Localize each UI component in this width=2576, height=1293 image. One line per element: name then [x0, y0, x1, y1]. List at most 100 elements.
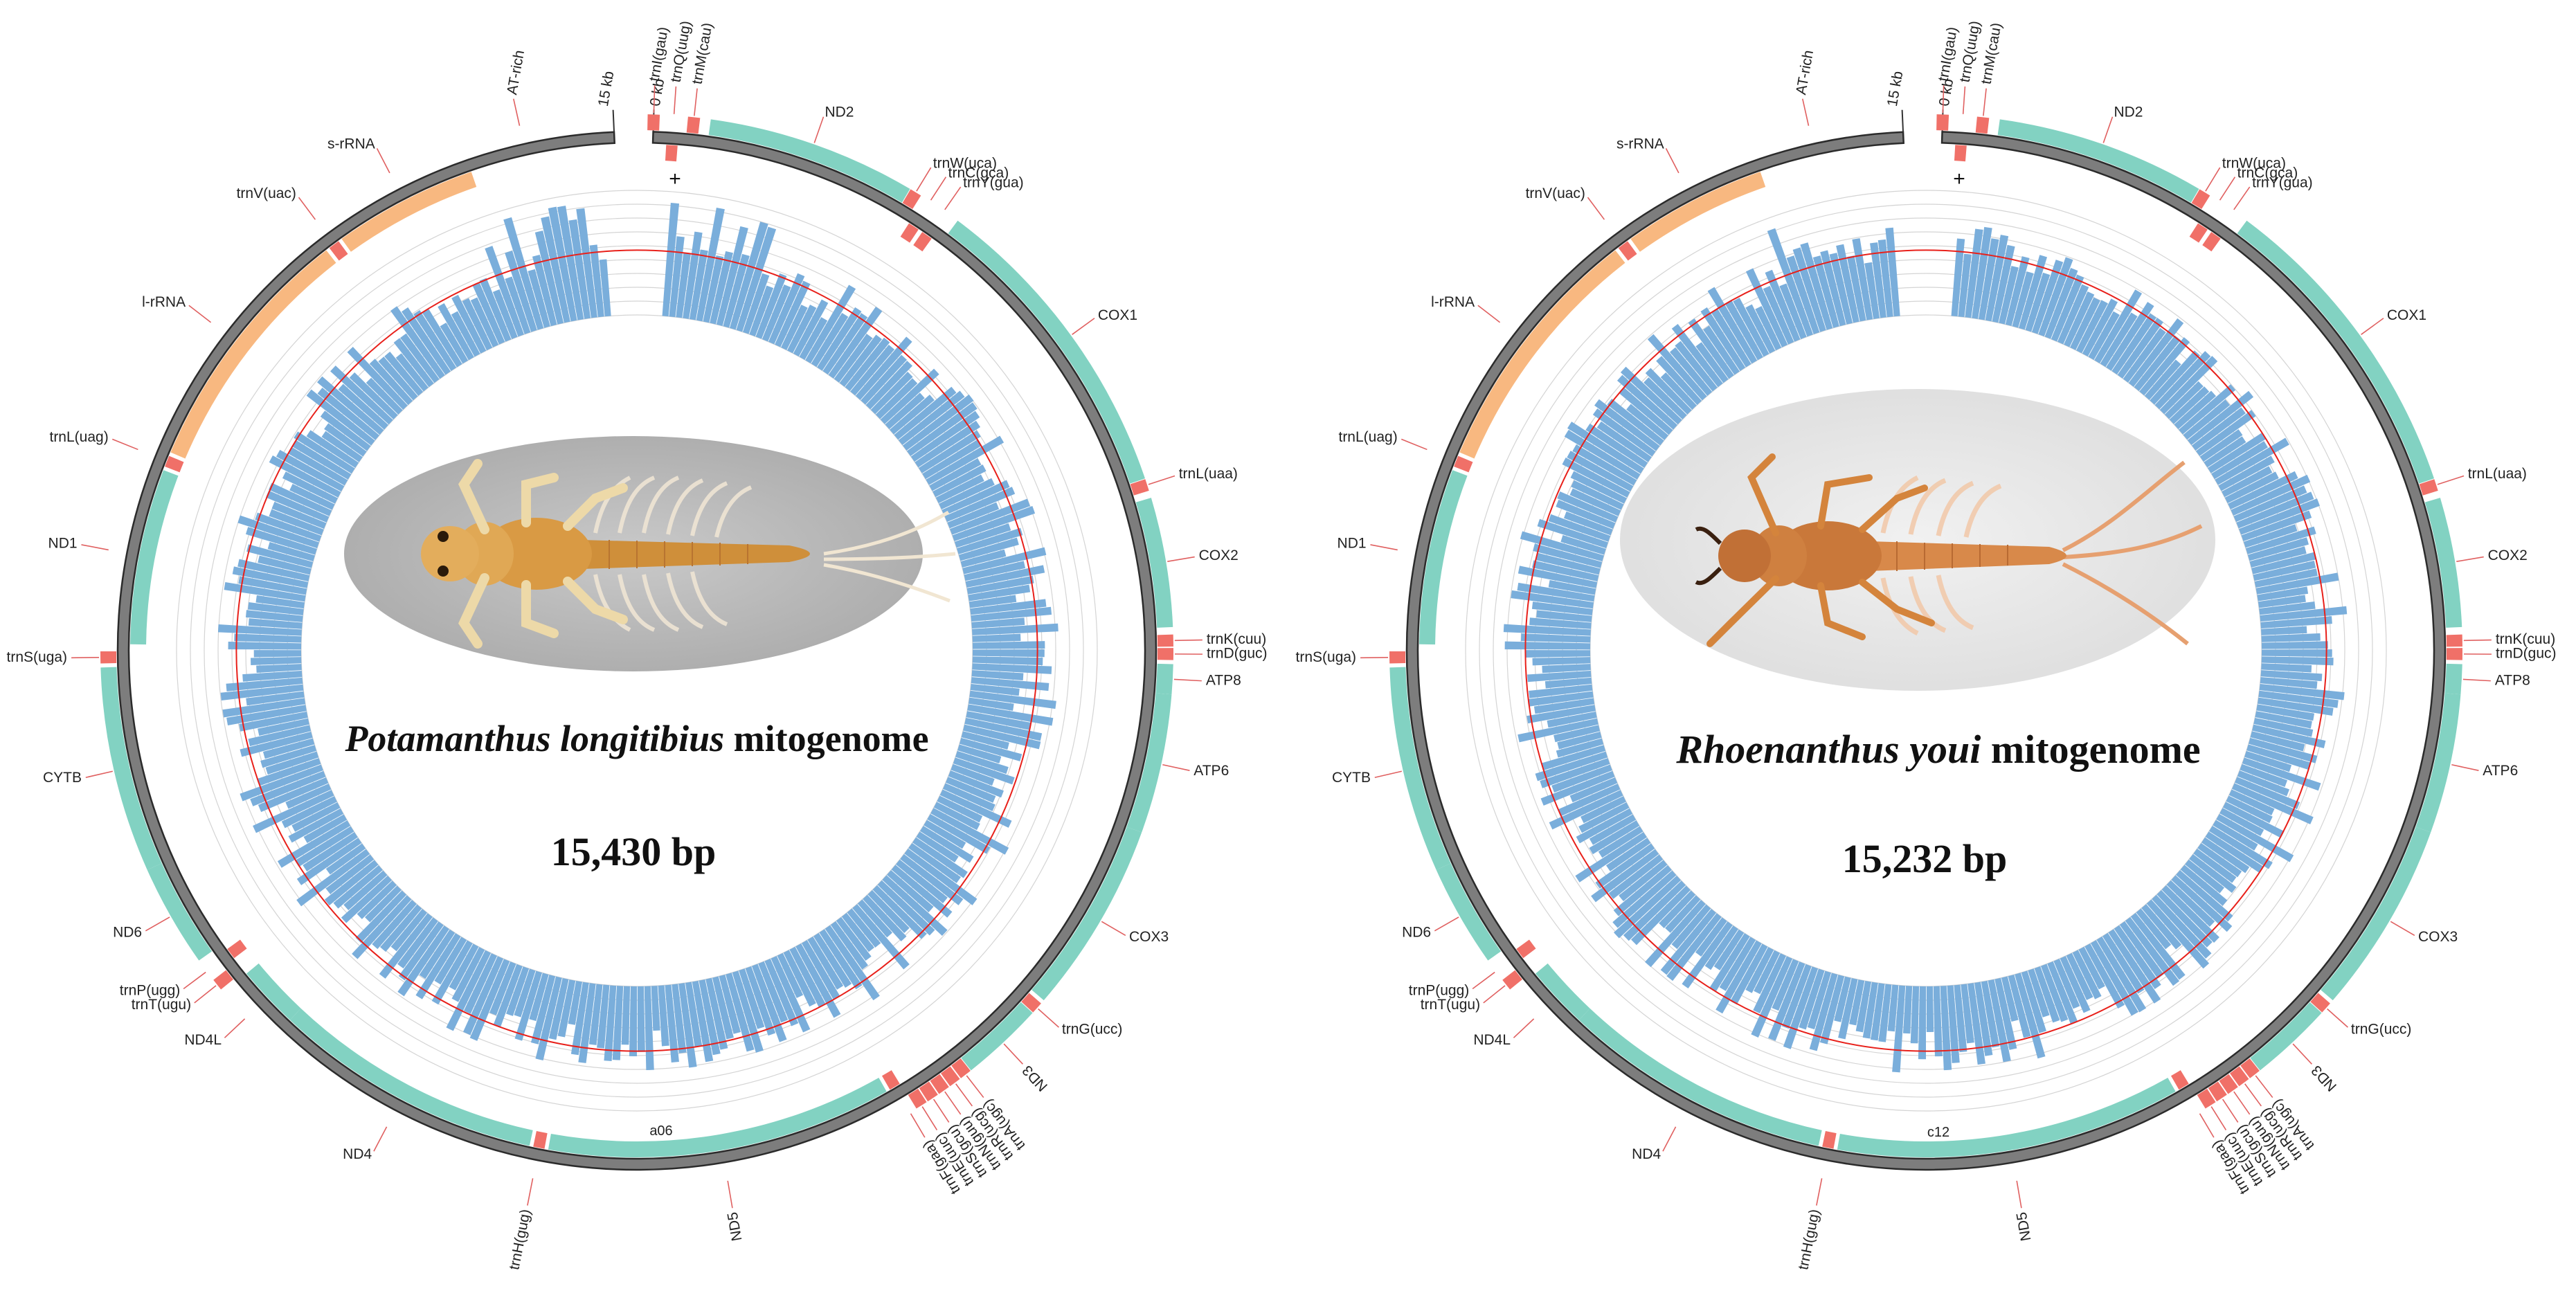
gc-bar — [1719, 937, 1756, 991]
gc-bar — [2161, 885, 2219, 943]
gc-bar — [755, 273, 787, 339]
gc-bar — [285, 784, 332, 809]
gene-trna — [2229, 1066, 2249, 1087]
gc-bar — [548, 977, 569, 1040]
gc-bar — [2260, 677, 2318, 689]
gc-bar — [253, 650, 302, 658]
gc-bar — [964, 561, 1026, 581]
gene-trna — [2189, 223, 2208, 243]
gene-pcg — [2415, 693, 2461, 833]
gc-bar — [2038, 257, 2073, 337]
gc-bar — [1988, 979, 2011, 1063]
label-leader — [2463, 639, 2492, 642]
gene-trna — [1975, 116, 1990, 134]
gene-trna — [1502, 970, 1522, 990]
gc-bar — [440, 323, 469, 364]
gc-bar — [1544, 677, 1592, 689]
gene-label: ND1 — [48, 535, 78, 551]
gene-pcg — [1032, 826, 1142, 1001]
gc-bar — [2189, 853, 2237, 893]
gc-bar — [2260, 626, 2307, 635]
gene-trna — [1936, 114, 1949, 131]
gc-bar — [1605, 838, 1651, 871]
gc-bar — [604, 985, 617, 1062]
label-leader — [1038, 1008, 1059, 1028]
gc-bar — [1799, 968, 1825, 1030]
gc-bar — [2111, 313, 2156, 375]
gc-bar — [877, 880, 935, 936]
gc-bar — [2125, 916, 2180, 986]
gene-label: ND3 — [2308, 1063, 2339, 1094]
gc-bar — [240, 732, 313, 757]
gc-bar — [2250, 731, 2305, 752]
gene-tracks — [100, 109, 1173, 1171]
gc-bar — [861, 354, 908, 405]
gc-bar — [415, 933, 461, 1000]
label-leader — [1483, 985, 1506, 1004]
gene-label: trnK(cuu) — [1207, 631, 1266, 647]
gc-bar — [1918, 986, 1926, 1060]
label-leader — [2437, 475, 2465, 485]
gene-trna — [2240, 1058, 2260, 1078]
gc-bar — [514, 970, 543, 1041]
label-leader — [930, 177, 947, 201]
species-name-right: Rhoenanthus youi — [1675, 727, 1981, 772]
gc-bar — [2191, 407, 2246, 451]
gene-label: ND5 — [725, 1211, 746, 1242]
gc-bar — [1877, 239, 1893, 318]
gene-trna — [919, 1081, 938, 1102]
gc-bar — [954, 523, 1011, 548]
gc-bar — [1849, 979, 1865, 1026]
gc-bar — [764, 959, 799, 1027]
label-leader — [298, 197, 316, 220]
gc-bar — [900, 853, 964, 905]
gc-bar — [2253, 717, 2314, 737]
label-leader — [2390, 921, 2415, 937]
gc-bar — [1535, 552, 1601, 575]
gene-pcg — [1155, 663, 1173, 695]
gc-bar — [2253, 560, 2316, 581]
gene-trna — [329, 241, 348, 261]
gc-bar — [1626, 404, 1668, 440]
gc-bar — [1974, 982, 1993, 1056]
gc-bar — [470, 297, 499, 347]
gc-bar — [672, 984, 687, 1054]
gc-bar — [1700, 307, 1746, 372]
label-leader — [2451, 763, 2479, 771]
gc-bar — [855, 336, 912, 400]
gc-bar — [1765, 269, 1801, 342]
gc-bar — [2233, 485, 2307, 523]
gc-bar — [919, 825, 974, 863]
gc-bar — [246, 544, 314, 568]
gc-bar — [875, 378, 918, 419]
gc-bar — [1529, 617, 1592, 629]
gc-bar — [749, 285, 774, 337]
gc-bar — [1578, 802, 1630, 833]
gc-bar — [736, 226, 777, 332]
gc-bar — [2018, 255, 2048, 330]
gc-bar — [1619, 387, 1673, 435]
label-leader — [1816, 1178, 1823, 1206]
gc-bar — [1575, 832, 1647, 883]
gc-bar — [246, 691, 305, 706]
gc-bar — [781, 305, 808, 350]
gene-pcg — [2424, 498, 2462, 628]
gc-bar — [696, 208, 725, 322]
gc-bar — [1703, 325, 1740, 375]
gc-bar — [1665, 895, 1701, 933]
gc-bar — [505, 251, 537, 332]
gc-bar — [1753, 953, 1787, 1014]
gc-bar — [296, 849, 370, 907]
label-leader — [2219, 177, 2236, 201]
gene-trna — [2191, 189, 2210, 210]
gc-bar — [248, 725, 312, 747]
gc-bar — [799, 317, 828, 360]
gc-bar — [789, 946, 826, 1007]
gc-bar — [395, 353, 429, 392]
gc-bar — [303, 832, 358, 871]
gc-bar — [234, 633, 302, 643]
gc-bar — [267, 542, 315, 562]
gene-trna — [1454, 455, 1473, 473]
gene-trna — [2310, 993, 2330, 1013]
